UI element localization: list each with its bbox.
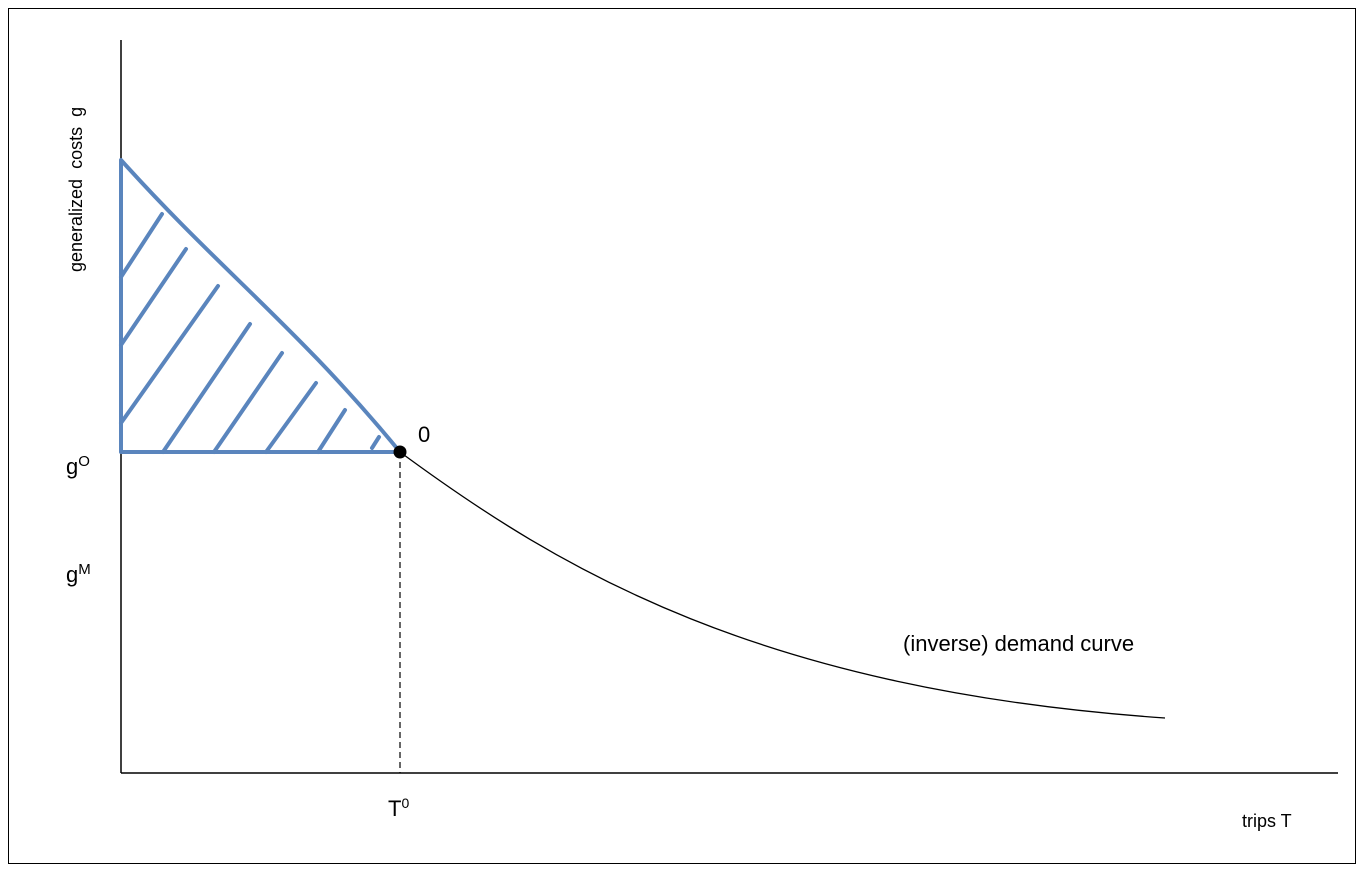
g-o-sup: O: [78, 453, 90, 470]
y-axis-label: generalized costs g: [66, 107, 86, 272]
point-label: 0: [418, 422, 430, 447]
surplus-region: [119, 158, 402, 454]
equilibrium-point: [393, 445, 407, 459]
t0-label: T0: [388, 795, 409, 821]
g-o-label: gO: [66, 453, 90, 479]
g-m-label: gM: [66, 561, 91, 587]
t0-base: T: [388, 796, 401, 821]
g-m-base: g: [66, 562, 78, 587]
surplus-hatching: [119, 212, 381, 454]
curve-label: (inverse) demand curve: [903, 631, 1134, 656]
g-m-sup: M: [78, 561, 91, 578]
diagram-frame: [8, 8, 1356, 864]
g-o-base: g: [66, 454, 78, 479]
t0-sup: 0: [401, 795, 409, 811]
demand-curve: [399, 451, 1166, 719]
x-axis-label: trips T: [1242, 811, 1292, 831]
